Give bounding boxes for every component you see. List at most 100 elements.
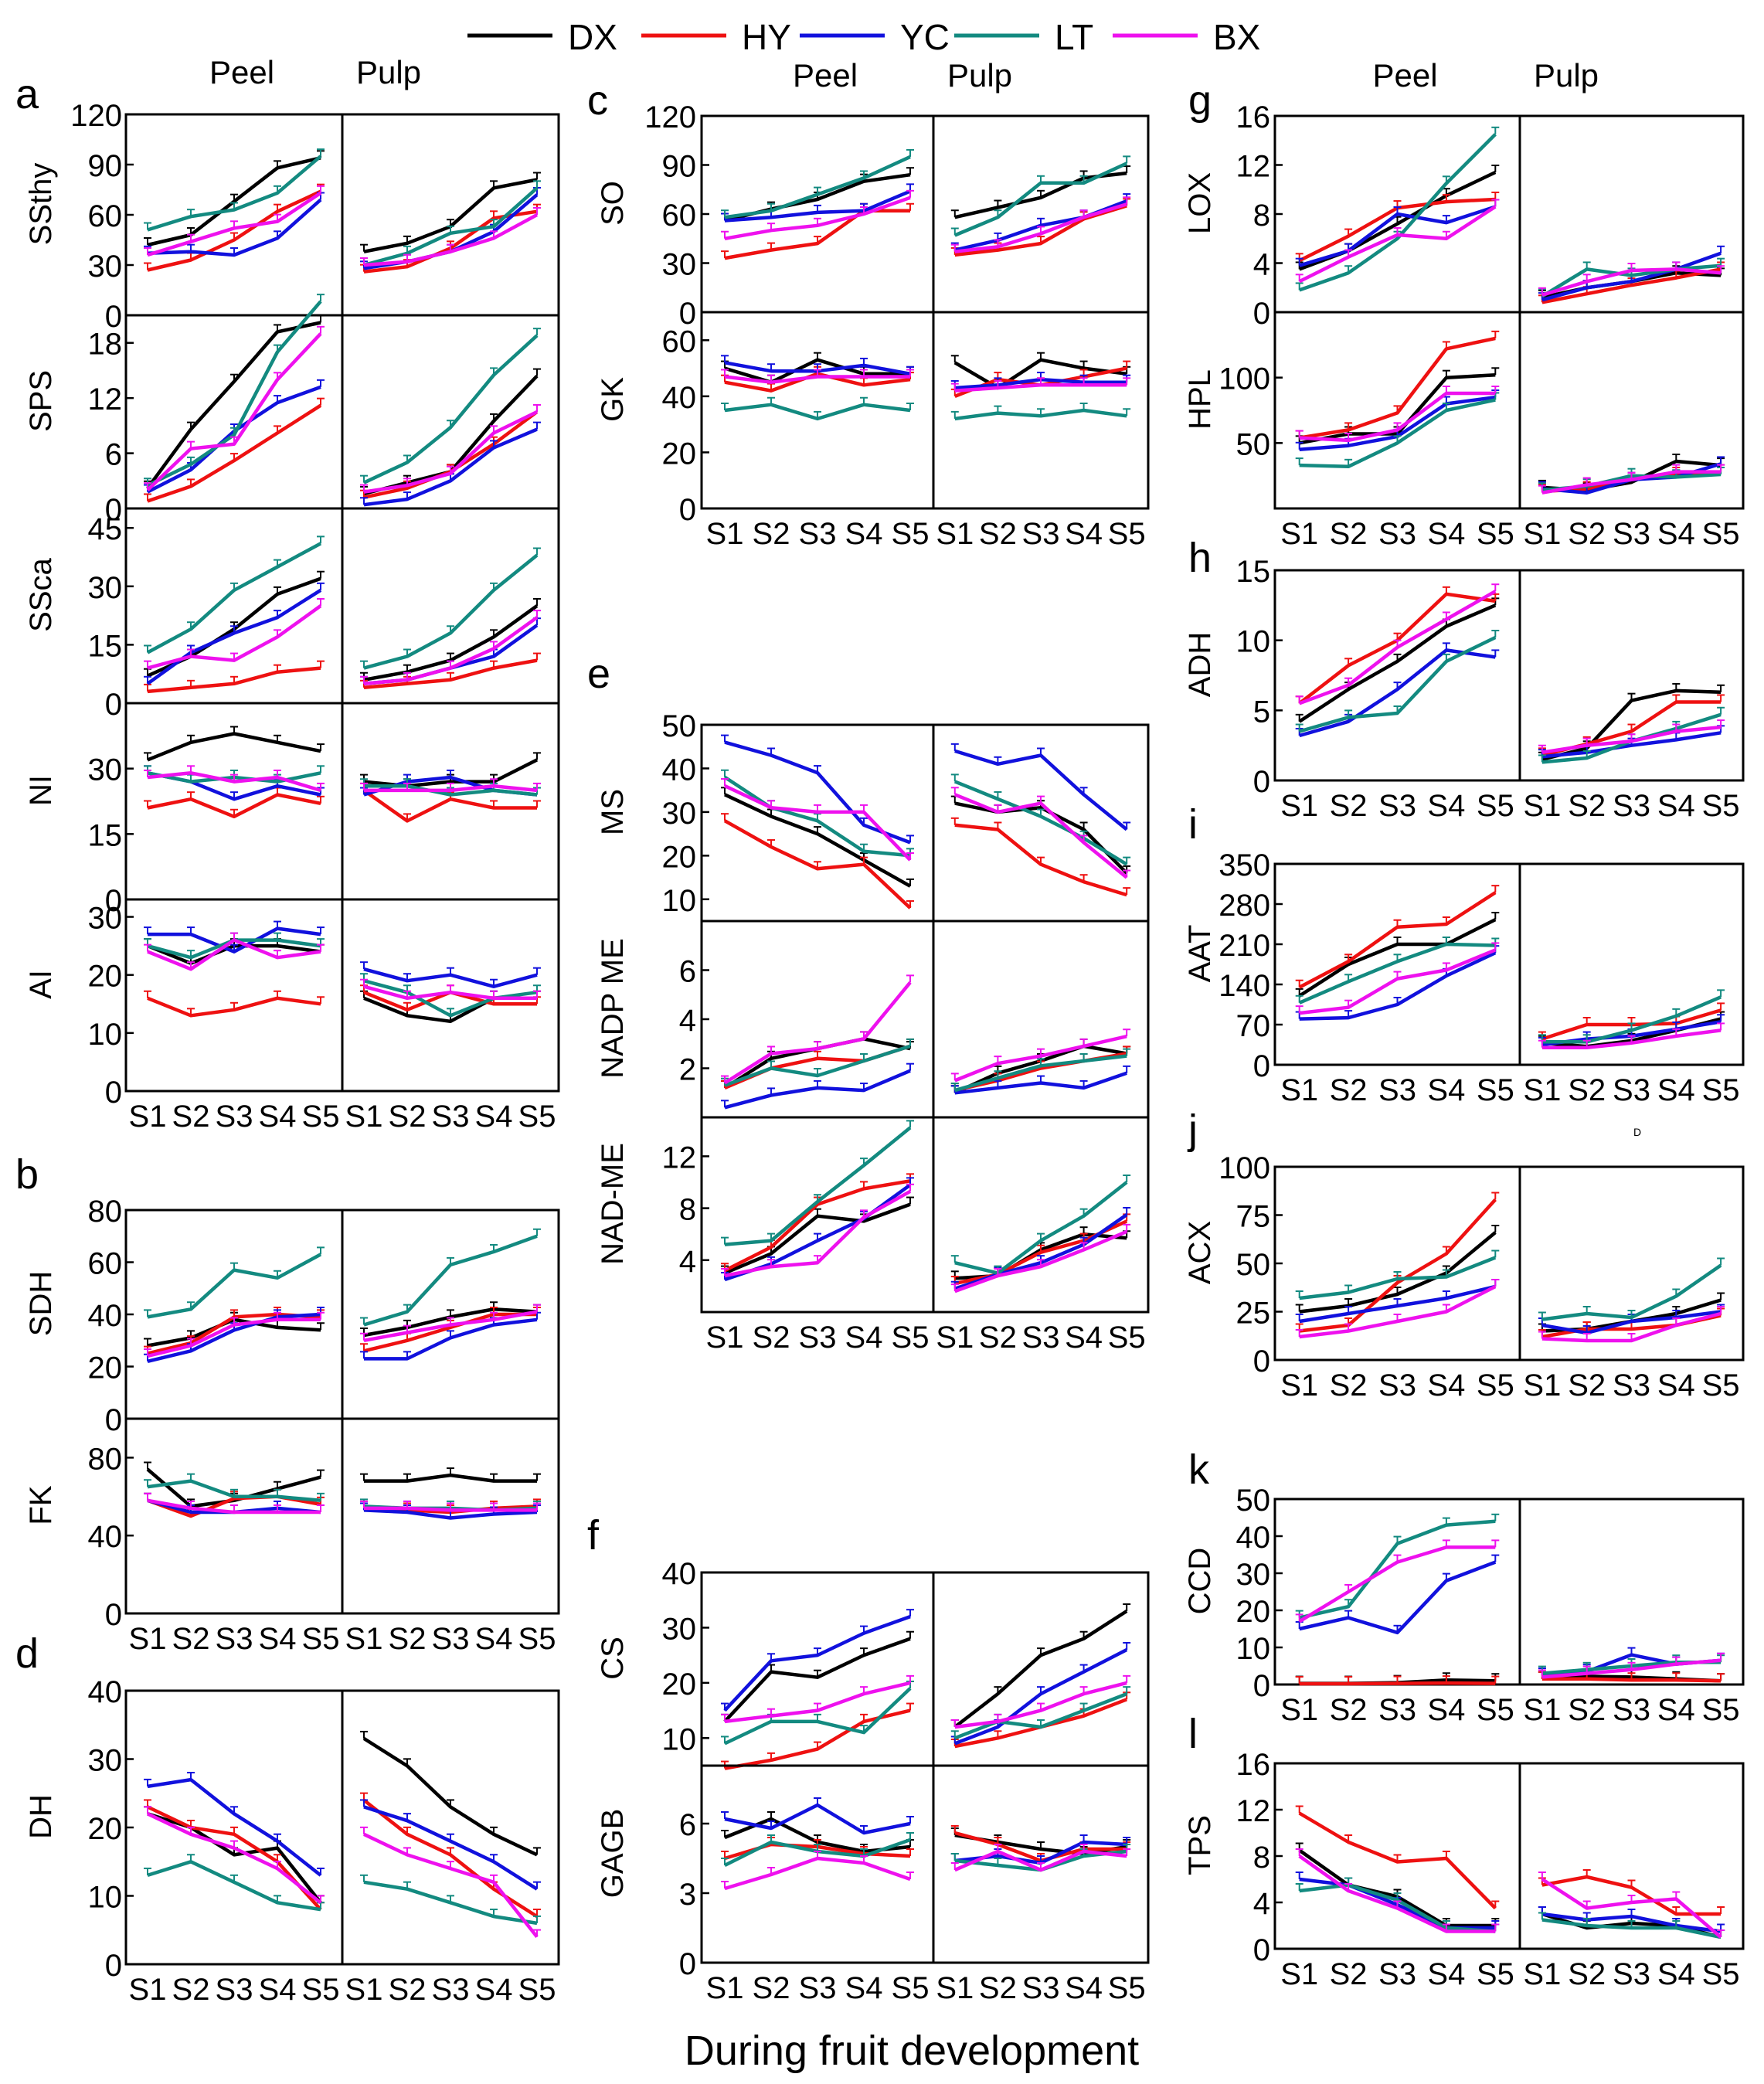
series-lt-pulp-sps [363,334,539,484]
series-bx-peel-ms [724,784,912,862]
frame-pulp-nad-me [932,1116,1150,1314]
legend-label-bx: BX [1213,17,1260,57]
y-tick-label-acx: 0 [1253,1345,1270,1379]
y-axis-label-nadp-me: NADP ME [596,938,630,1079]
series-yc-peel-ssca [146,588,322,685]
panel-ms: 10 20 30 40 50 MS e [587,651,1150,923]
stage-label-peel-s2: S2 [753,1971,790,2005]
y-tick-label-sdh: 80 [88,1195,123,1229]
panel-so: 0 30 60 90 120 SO c Peel Pulp [587,57,1150,331]
series-bx-peel-nadp-me [723,981,912,1085]
series-bx-peel-fk [147,1498,321,1515]
stage-label-peel-s3: S3 [216,1973,253,2007]
stage-label-peel-s4: S4 [259,1973,297,2007]
stage-label-peel-s2: S2 [1330,789,1368,823]
y-tick-label-gagb: 0 [679,1947,696,1981]
y-tick-label-so: 0 [679,297,696,331]
series-lt-peel-aat [1298,942,1496,1005]
series-bx-peel-nad-me [724,1189,912,1278]
y-tick-label-ni: 0 [105,884,122,918]
series-yc-peel-ccd [1299,1560,1497,1635]
y-tick-label-gk: 60 [662,325,697,359]
frame-peel-fk [124,1417,344,1615]
y-tick-label-ms: 50 [662,709,697,743]
stage-label-peel-s4: S4 [1427,1073,1465,1107]
stage-label-peel-s1: S1 [706,1971,744,2005]
series-hy-pulp-sdh [363,1312,537,1353]
stage-label-pulp-s1: S1 [1523,1073,1561,1107]
stage-label-pulp-s3: S3 [432,1622,470,1656]
y-axis-label-nad-me: NAD-ME [596,1143,630,1265]
series-yc-pulp-sdh [364,1317,538,1361]
y-tick-label-ni: 30 [88,753,123,787]
stage-label-pulp-s4: S4 [1657,789,1695,823]
panel-letter-b: b [15,1151,39,1198]
stage-label-peel-s4: S4 [259,1622,297,1656]
panel-sdh: 0 20 40 60 80 SDH b [15,1151,560,1437]
y-tick-label-lox: 12 [1236,150,1271,184]
stage-label-peel-s3: S3 [799,1971,837,2005]
y-tick-label-aat: 280 [1218,889,1270,923]
y-tick-label-so: 60 [662,199,697,233]
panel-sps: 0 6 12 18 SPS [24,294,560,527]
x-axis-title: During fruit development [685,2028,1139,2074]
y-tick-label-sps: 6 [105,438,122,472]
stage-label-peel-s3: S3 [1378,1073,1416,1107]
y-tick-label-ssthy: 30 [88,250,123,284]
stage-label-peel-s5: S5 [1477,1073,1514,1107]
stage-label-pulp-s4: S4 [1065,1971,1103,2005]
stage-label-peel-s4: S4 [259,1100,297,1134]
series-dx-peel-adh [1298,603,1497,723]
stage-label-peel-s3: S3 [799,1321,837,1355]
y-tick-label-aat: 140 [1218,969,1270,1003]
y-axis-label-ccd: CCD [1183,1548,1217,1615]
y-tick-label-fk: 0 [105,1598,122,1632]
y-tick-label-ai: 10 [88,1018,123,1052]
series-bx-peel-gagb [724,1856,911,1891]
stage-label-peel-s2: S2 [1330,1693,1368,1727]
stage-label-pulp-s2: S2 [979,1321,1017,1355]
stage-label-peel-s5: S5 [1477,1957,1514,1991]
y-tick-label-tps: 0 [1253,1933,1270,1967]
y-axis-label-dh: DH [24,1794,58,1839]
y-tick-label-ccd: 10 [1236,1632,1271,1666]
stage-label-pulp-s2: S2 [389,1622,427,1656]
stage-label-peel-s4: S4 [1427,1693,1465,1727]
series-lt-peel-lox [1298,133,1497,292]
y-tick-label-ssthy: 120 [70,99,122,133]
series-hy-peel-ms [723,819,912,909]
panel-ssca: 0 15 30 45 SSca [24,507,560,722]
frame-pulp-ni [341,702,560,901]
series-bx-peel-gk [724,375,910,384]
y-tick-label-so: 120 [644,100,696,134]
frame-pulp-hpl [1518,311,1745,510]
legend-label-lt: LT [1055,17,1093,57]
series-bx-peel-cs [724,1681,911,1724]
stage-label-pulp-s4: S4 [1657,1693,1695,1727]
stage-label-peel-s1: S1 [1280,1073,1318,1107]
y-axis-label-ssthy: SSthy [24,163,58,246]
stage-label-peel-s2: S2 [1330,1957,1368,1991]
y-tick-label-cs: 10 [662,1722,697,1756]
stage-label-peel-s5: S5 [302,1622,340,1656]
y-tick-label-ssca: 45 [88,512,123,546]
y-tick-label-gagb: 6 [679,1808,696,1842]
panel-letter-g: g [1188,77,1212,124]
y-tick-label-so: 30 [662,248,697,282]
stage-label-peel-s1: S1 [129,1973,167,2007]
y-tick-label-dh: 10 [88,1881,123,1915]
panel-ssthy: 0 30 60 90 120 SSthy a Peel Pulp [15,54,560,334]
stage-label-pulp-s5: S5 [1108,1971,1146,2005]
series-bx-peel-dh [147,1812,322,1905]
panel-letter-k: k [1188,1447,1210,1493]
frame-pulp-cs [932,1571,1150,1767]
y-tick-label-ssca: 30 [88,571,123,605]
stage-label-pulp-s2: S2 [389,1100,427,1134]
stage-label-peel-s3: S3 [799,517,837,551]
peel-header: Peel [209,54,274,90]
y-tick-label-nad-me: 12 [662,1141,697,1175]
